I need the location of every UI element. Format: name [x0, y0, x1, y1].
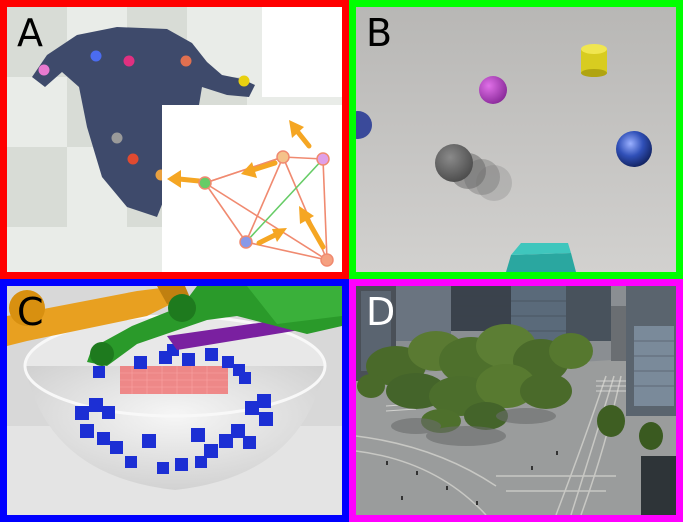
cube [257, 394, 271, 408]
keypoint-dot [238, 75, 250, 87]
cube [102, 406, 115, 419]
cube [175, 458, 188, 471]
cube [125, 456, 137, 468]
keypoint-dot [90, 50, 102, 62]
cloth-keypoints [38, 50, 250, 181]
cube [157, 462, 169, 474]
keypoint-dot [180, 55, 192, 67]
robot-arm-orange [7, 286, 191, 346]
yellow-cylinder [581, 44, 607, 77]
cube [245, 401, 259, 415]
cube [80, 424, 94, 438]
cloth-shape [32, 27, 255, 217]
roads [356, 375, 622, 515]
keypoint-dot [111, 132, 123, 144]
cube [243, 436, 256, 449]
panel-d-image [356, 286, 676, 515]
cube [134, 356, 147, 369]
graph-node [276, 150, 290, 164]
bowl [23, 314, 327, 490]
panel-a: A [0, 0, 349, 279]
graph-node [239, 235, 253, 249]
panel-c-image [7, 286, 342, 515]
keypoint-dot [38, 64, 50, 76]
purple-sphere [479, 76, 507, 104]
cube [204, 444, 218, 458]
cube [97, 432, 110, 445]
cube [195, 456, 207, 468]
cube [259, 412, 273, 426]
cube [142, 434, 156, 448]
keypoint-graph-inset [162, 105, 342, 272]
keypoint-dot [123, 55, 135, 67]
panel-a-image [7, 7, 342, 272]
panel-b: B [349, 0, 683, 279]
cube [231, 424, 245, 438]
graph-node [320, 253, 334, 267]
panel-d: D [349, 279, 683, 522]
cube [75, 406, 89, 420]
blue-sphere-partial [356, 111, 372, 139]
graph-node [316, 152, 330, 166]
panel-label-d: D [366, 290, 396, 334]
teal-cube [506, 243, 576, 272]
cube [93, 366, 105, 378]
panel-label-b: B [366, 11, 393, 55]
keypoint-dot [127, 153, 139, 165]
cube [239, 372, 251, 384]
cube [182, 353, 195, 366]
panel-c: C [0, 279, 349, 522]
graph-node [198, 176, 212, 190]
panel-b-image [356, 7, 676, 272]
cube [110, 441, 123, 454]
robot-arm-green [87, 286, 342, 366]
panel-label-a: A [17, 11, 43, 55]
blue-metal-sphere [616, 131, 652, 167]
pedestrians [386, 451, 558, 505]
panel-label-c: C [17, 290, 44, 334]
blue-cubes [75, 344, 273, 474]
cube [191, 428, 205, 442]
cube [219, 434, 233, 448]
gray-sphere-motion [435, 144, 512, 201]
cube [205, 348, 218, 361]
cube [222, 356, 234, 368]
cube [89, 398, 103, 412]
